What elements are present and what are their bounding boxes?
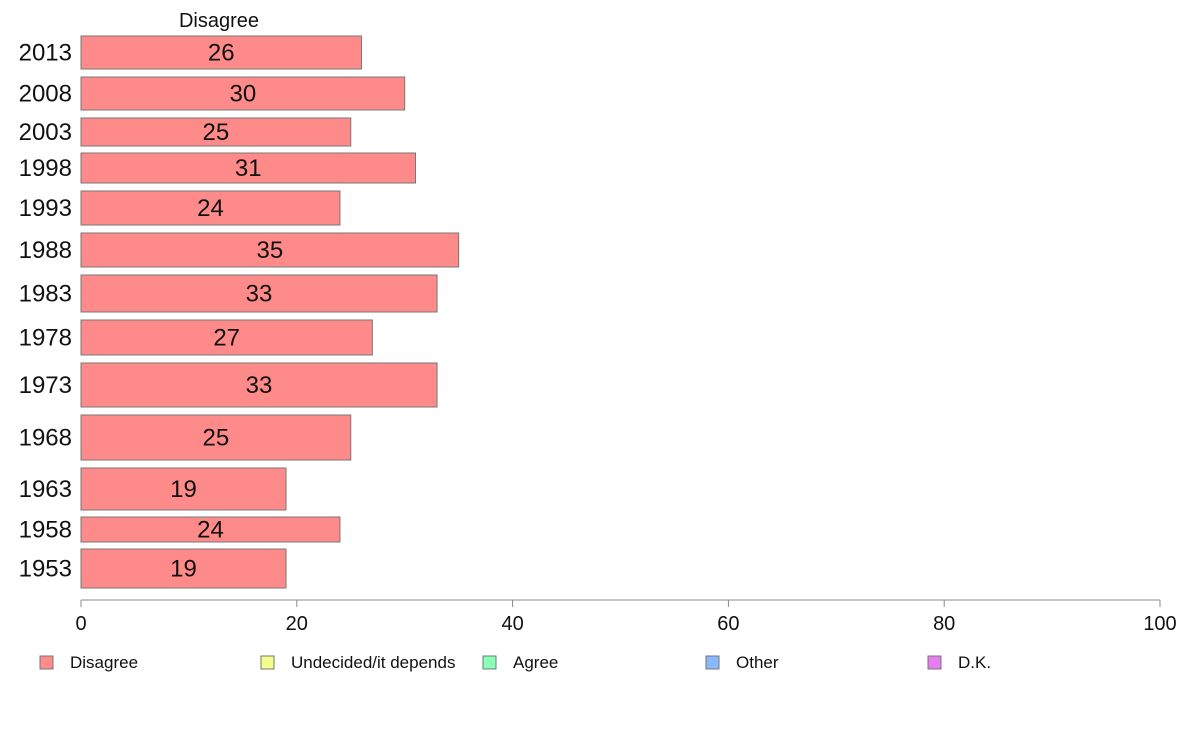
value-label-1983: 33 — [246, 281, 273, 308]
legend: Disagree Undecided/it depends Agree Other D.… — [39, 653, 991, 672]
legend-swatch-1 — [260, 655, 275, 670]
bar-1988 — [80, 232, 460, 268]
bar-1998 — [80, 152, 416, 184]
bar-1958 — [80, 516, 341, 543]
legend-swatch-4 — [927, 655, 942, 670]
category-label-1988: 1988 — [19, 237, 72, 264]
legend-swatch-2 — [482, 655, 497, 670]
x-tick-label-80: 80 — [933, 613, 955, 635]
category-label-2008: 2008 — [19, 81, 72, 108]
bar-1978 — [80, 319, 373, 356]
bar-2008 — [80, 76, 406, 111]
legend-swatch-3 — [705, 655, 720, 670]
x-tick-label-0: 0 — [75, 613, 86, 635]
category-label-1958: 1958 — [19, 517, 72, 544]
legend-label-1: Undecided/it depends — [291, 653, 455, 672]
x-axis: 0 20 40 60 80 100 — [75, 599, 1177, 635]
value-label-2008: 30 — [229, 81, 256, 108]
bar-1953 — [80, 548, 287, 589]
value-label-2003: 25 — [203, 119, 230, 146]
value-label-1993: 24 — [197, 195, 224, 222]
bar-2003 — [80, 117, 352, 147]
x-tick-label-20: 20 — [286, 613, 308, 635]
bar-1993 — [80, 190, 341, 226]
category-label-1953: 1953 — [19, 556, 72, 583]
x-tick-label-40: 40 — [501, 613, 523, 635]
legend-label-0: Disagree — [70, 653, 138, 672]
category-label-1963: 1963 — [19, 476, 72, 503]
value-label-1953: 19 — [170, 556, 197, 583]
value-label-1968: 25 — [203, 425, 230, 452]
category-label-2003: 2003 — [19, 119, 72, 146]
value-label-2013: 26 — [208, 40, 235, 67]
value-label-1998: 31 — [235, 155, 262, 182]
value-label-1958: 24 — [197, 517, 224, 544]
legend-label-3: Other — [736, 653, 779, 672]
bars-group: 2013 26 2008 30 2003 25 1998 31 1993 24 1988 35 1983… — [19, 35, 460, 589]
value-label-1978: 27 — [213, 325, 240, 352]
category-label-1978: 1978 — [19, 325, 72, 352]
bar-1973 — [80, 362, 438, 408]
category-label-1973: 1973 — [19, 372, 72, 399]
bar-2013 — [80, 35, 363, 70]
category-label-1993: 1993 — [19, 195, 72, 222]
column-header: Disagree — [179, 10, 259, 32]
category-label-1983: 1983 — [19, 281, 72, 308]
value-label-1963: 19 — [170, 476, 197, 503]
legend-label-2: Agree — [513, 653, 558, 672]
value-label-1973: 33 — [246, 372, 273, 399]
legend-swatch-0 — [39, 655, 54, 670]
value-label-1988: 35 — [256, 237, 283, 264]
bar-1968 — [80, 414, 352, 461]
category-label-1998: 1998 — [19, 155, 72, 182]
x-tick-label-60: 60 — [717, 613, 739, 635]
bar-1983 — [80, 274, 438, 313]
category-label-1968: 1968 — [19, 425, 72, 452]
bar-1963 — [80, 467, 287, 511]
legend-label-4: D.K. — [958, 653, 991, 672]
x-tick-label-100: 100 — [1143, 613, 1176, 635]
category-label-2013: 2013 — [19, 40, 72, 67]
